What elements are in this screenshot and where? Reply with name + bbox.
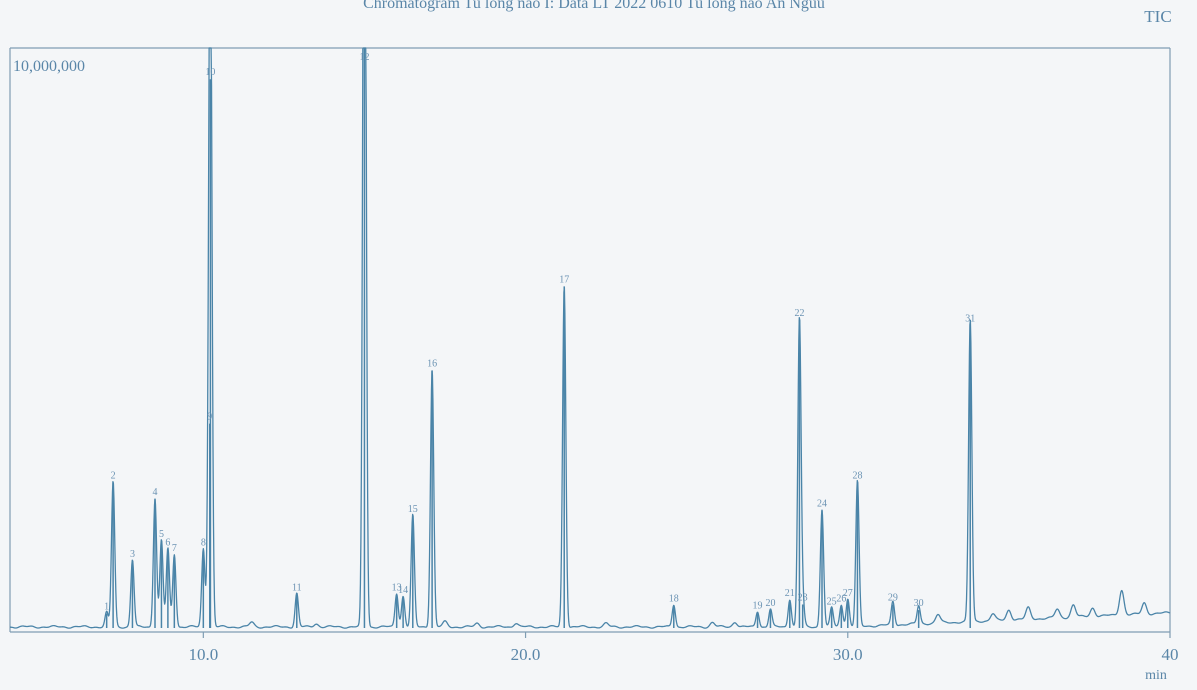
x-tick-label: 40 [1162,645,1179,664]
peak-label: 30 [914,598,924,609]
peak-label: 9 [207,412,212,423]
peak-label: 23 [798,592,808,603]
tic-trace [9,47,1171,629]
peak-label: 25 [827,596,837,607]
peak-label: 7 [172,543,177,554]
peak-label: 2 [111,470,116,481]
peak-label: 1 [104,601,109,612]
peak-label: 17 [559,274,569,285]
x-axis-label: min [1145,668,1167,683]
peak-label: 22 [794,308,804,319]
detector-label: TIC [1144,7,1171,26]
peak-label: 27 [843,588,853,599]
peak-label: 20 [765,598,775,609]
peak-label: 13 [392,582,402,593]
peak-marks [105,48,971,628]
peak-label: 29 [888,592,898,603]
x-tick-label: 30.0 [833,645,863,664]
peak-label: 16 [427,358,437,369]
peak-label: 28 [852,470,862,481]
peak-label: 31 [965,314,975,325]
peak-label: 5 [159,529,164,540]
peak-label: 24 [817,498,827,509]
peak-label: 6 [165,538,170,549]
peak-label: 12 [359,52,369,63]
peak-label: 8 [201,538,206,549]
x-tick-label: 10.0 [188,645,218,664]
peak-label: 10 [205,67,215,78]
peak-label: 3 [130,549,135,560]
chart-title: Chromatogram Tu long nao I: Data LT 2022… [363,0,825,12]
peak-label: 14 [398,585,408,596]
peak-label: 15 [408,504,418,515]
peak-label: 4 [153,487,158,498]
peak-label: 18 [669,594,679,605]
y-scale-label: 10,000,000 [13,58,85,75]
peak-label: 26 [836,594,846,605]
x-tick-group: 10.0 20.0 30.0 40 [188,632,1179,664]
x-tick-label: 20.0 [511,645,541,664]
peak-label: 21 [785,588,795,599]
peak-label: 11 [292,582,302,593]
peak-label: 19 [753,600,763,611]
